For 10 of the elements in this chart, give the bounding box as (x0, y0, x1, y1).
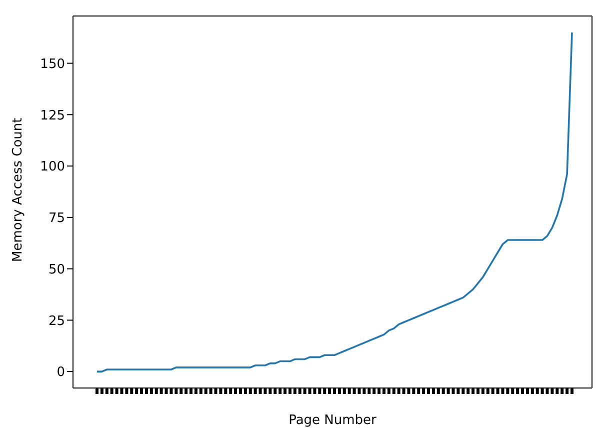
x-axis-title: Page Number (288, 413, 378, 428)
y-tick-label: 100 (40, 160, 65, 175)
y-tick-label: 0 (56, 365, 65, 380)
y-tick-label: 75 (48, 211, 65, 226)
y-tick-label: 125 (40, 108, 65, 124)
line-series (96, 32, 573, 372)
y-tick-label: 150 (40, 56, 65, 72)
y-tick-label: 50 (48, 262, 65, 278)
y-tick-label: 25 (48, 314, 65, 329)
y-axis-title: Memory Access Count (10, 118, 26, 262)
